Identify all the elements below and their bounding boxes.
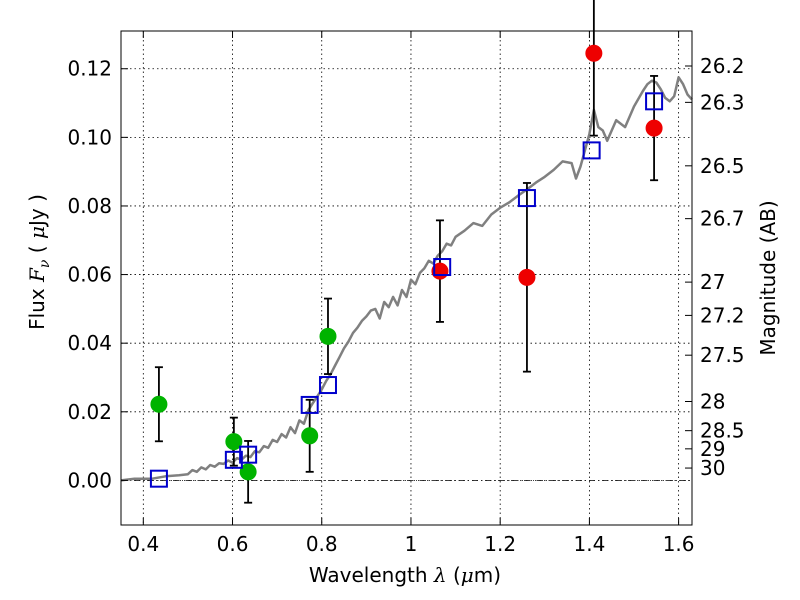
magnitude-tick-label: 27.5 xyxy=(700,343,745,367)
green-data-point xyxy=(150,395,168,413)
x-tick-label: 1.4 xyxy=(573,532,605,556)
model-band-square xyxy=(300,395,319,414)
red-data-point xyxy=(518,268,536,286)
magnitude-tick-label: 30 xyxy=(700,456,725,480)
y-tick-label: 0.08 xyxy=(67,194,112,218)
y-axis-label: Flux Fν ( μJy ) xyxy=(25,194,53,330)
red-data-point xyxy=(585,44,603,62)
x-tick-label: 1 xyxy=(405,532,418,556)
magnitude-tick-label: 27 xyxy=(700,270,725,294)
x-tick-label: 0.8 xyxy=(306,532,338,556)
model-spectrum-line xyxy=(120,76,693,482)
magnitude-tick-label: 27.2 xyxy=(700,303,745,327)
magnitude-tick-label: 26.5 xyxy=(700,154,745,178)
error-bars xyxy=(154,0,659,504)
plot-frame xyxy=(120,30,693,526)
model-spectrum-layer xyxy=(120,76,693,482)
x-tick-label: 1.2 xyxy=(484,532,516,556)
model-band-square xyxy=(433,258,452,277)
y-tick-label: 0.10 xyxy=(67,125,112,149)
y-tick-label: 0.04 xyxy=(67,331,112,355)
y-tick-label: 0.06 xyxy=(67,263,112,287)
green-data-point xyxy=(319,327,337,345)
magnitude-tick-label: 26.3 xyxy=(700,90,745,114)
y-tick-label: 0.12 xyxy=(67,57,112,81)
y-tick-label: 0.02 xyxy=(67,400,112,424)
grid-lines xyxy=(121,31,692,525)
model-band-square xyxy=(517,189,536,208)
x-tick-label: 0.4 xyxy=(127,532,159,556)
model-band-square xyxy=(149,469,168,488)
magnitude-tick-label: 26.2 xyxy=(700,54,745,78)
magnitude-tick-label: 28.5 xyxy=(700,419,745,443)
y-tick-label: 0.00 xyxy=(67,468,112,492)
x-tick-label: 1.6 xyxy=(663,532,695,556)
right-axis-label: Magnitude (AB) xyxy=(756,200,780,355)
model-band-square xyxy=(239,445,258,464)
magnitude-tick-label: 29 xyxy=(700,437,725,461)
x-tick-label: 0.6 xyxy=(217,532,249,556)
green-data-point xyxy=(301,427,319,445)
model-band-square xyxy=(582,141,601,160)
x-axis-label: Wavelength λ (μm) xyxy=(309,563,501,587)
model-band-square xyxy=(645,92,664,111)
green-data-point xyxy=(225,433,243,451)
data-points xyxy=(149,44,664,488)
green-data-point xyxy=(239,463,257,481)
x-axis-ticks: 0.4 0.6 0.8 1 1.2 1.4 1.6 xyxy=(127,31,695,556)
model-band-square xyxy=(318,376,337,395)
model-band-square xyxy=(224,450,243,469)
magnitude-tick-label: 28 xyxy=(700,390,725,414)
magnitude-tick-label: 26.7 xyxy=(700,207,745,231)
y-axis-ticks: 0.00 0.02 0.04 0.06 0.08 0.10 0.12 xyxy=(67,57,128,492)
red-data-point xyxy=(645,119,663,137)
